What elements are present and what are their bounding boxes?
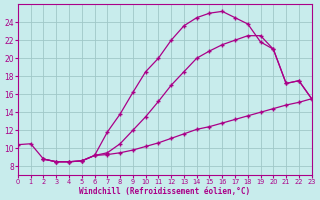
X-axis label: Windchill (Refroidissement éolien,°C): Windchill (Refroidissement éolien,°C) (79, 187, 250, 196)
